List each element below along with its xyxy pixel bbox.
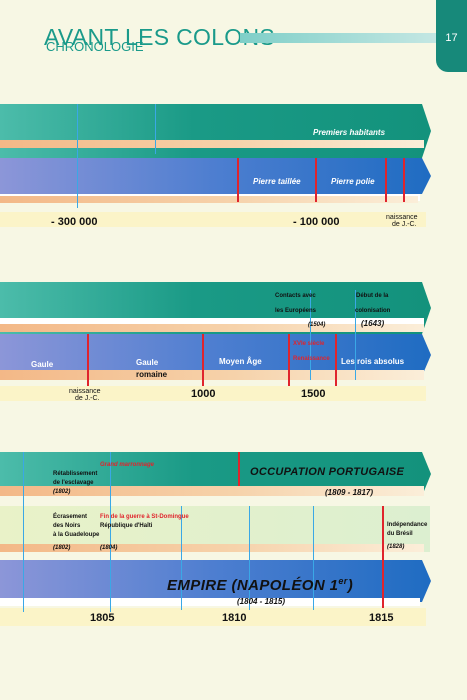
marker-line: [202, 334, 204, 386]
label-independance: Indépendance: [387, 522, 428, 528]
label-1828: (1828): [387, 544, 405, 550]
label-moyen-age: Moyen Âge: [219, 357, 262, 366]
marker-line: [238, 452, 240, 486]
label-ecrasement: Écrasement: [53, 514, 88, 520]
stripe: [0, 486, 424, 496]
divider-line: [310, 290, 311, 380]
stripe: [0, 544, 424, 552]
band-history-periods: [0, 334, 431, 376]
label-1802-b: (1802): [53, 545, 71, 551]
axis: [0, 386, 426, 401]
label-gaule-romaine-2: romaine: [136, 370, 168, 379]
label-1504: (1504): [308, 322, 326, 328]
stripe: [0, 196, 418, 203]
label-empire: EMPIRE (NAPOLÉON 1er): [167, 576, 353, 594]
stripe: [0, 140, 424, 148]
tick-minus-100000: - 100 000: [293, 216, 340, 228]
label-europeens: les Européens: [275, 308, 317, 314]
label-1809-1817: (1809 - 1817): [325, 488, 374, 497]
tick-1000: 1000: [191, 388, 216, 400]
label-empire-sup: er: [338, 576, 348, 586]
label-bresil: du Brésil: [387, 531, 413, 537]
separator: [0, 318, 424, 325]
label-1804-1815: (1804 - 1815): [237, 597, 286, 606]
label-naissance-2: naissance: [69, 388, 101, 395]
marker-line: [335, 334, 337, 386]
divider-line: [23, 452, 24, 612]
divider-line: [110, 452, 111, 612]
marker-line: [315, 158, 317, 202]
label-1643: (1643): [361, 319, 385, 328]
page-number: 17: [436, 0, 467, 72]
label-contacts: Contacts avec: [275, 293, 316, 299]
marker-line: [403, 158, 405, 202]
tick-1500: 1500: [301, 388, 326, 400]
label-naissance: naissance: [386, 214, 418, 221]
label-xvie-siecle: XVIe siècle: [293, 341, 325, 347]
band-empire: [0, 560, 431, 602]
page-title: AVANT LES COLONS: [44, 24, 276, 50]
marker-line: [237, 158, 239, 202]
label-occupation-portugaise: OCCUPATION PORTUGAISE: [250, 466, 405, 478]
label-esclavage: de l'esclavage: [53, 480, 94, 486]
divider-line: [313, 506, 314, 610]
label-empire-text: EMPIRE (NAPOLÉON 1: [167, 577, 339, 594]
label-rois-absolus: Les rois absolus: [341, 357, 405, 366]
label-gaule-romaine-1: Gaule: [136, 358, 159, 367]
label-haiti: République d'Haïti: [100, 523, 153, 529]
label-retablissement: Rétablissement: [53, 471, 98, 477]
divider-line: [77, 104, 78, 208]
marker-line: [288, 334, 290, 386]
label-des-noirs: des Noirs: [53, 523, 81, 529]
label-empire-close: ): [347, 577, 354, 594]
label-debut-colonisation: Début de la: [356, 293, 389, 299]
marker-line: [87, 334, 89, 386]
axis: [0, 212, 426, 227]
stripe: [0, 370, 424, 380]
axis: [0, 608, 426, 626]
band-premiers-habitants: [0, 104, 431, 158]
separator: [0, 598, 420, 606]
label-fin-guerre: Fin de la guerre à St-Domingue: [100, 514, 189, 520]
marker-line: [385, 158, 387, 202]
label-renaissance: Renaissance: [293, 356, 330, 362]
label-grand-marronnage: Grand marronnage: [100, 462, 155, 468]
label-guadeloupe: à la Guadeloupe: [53, 532, 100, 538]
label-pierre-taillee: Pierre taillée: [253, 177, 301, 186]
divider-line: [155, 104, 156, 154]
divider-line: [249, 506, 250, 610]
label-pierre-polie: Pierre polie: [331, 177, 375, 186]
label-de-jc-2: de J.-C.: [75, 395, 100, 402]
label-1804: (1804): [100, 545, 118, 551]
tick-1805: 1805: [90, 612, 115, 624]
divider-line: [355, 290, 356, 380]
title-underline: [240, 33, 436, 43]
divider-line: [181, 506, 182, 610]
band-prehistory-periods: [0, 158, 431, 194]
tick-1810: 1810: [222, 612, 247, 624]
label-1802-a: (1802): [53, 489, 71, 495]
stripe: [0, 324, 424, 332]
page-subtitle: CHRONOLOGIE: [46, 39, 144, 54]
label-colonisation: colonisation: [355, 308, 391, 314]
label-gaule: Gaule: [31, 360, 54, 369]
label-premiers-habitants: Premiers habitants: [313, 128, 386, 137]
tick-1815: 1815: [369, 612, 394, 624]
label-de-jc: de J.-C.: [392, 221, 417, 228]
tick-minus-300000: - 300 000: [51, 216, 98, 228]
marker-line: [382, 506, 384, 608]
